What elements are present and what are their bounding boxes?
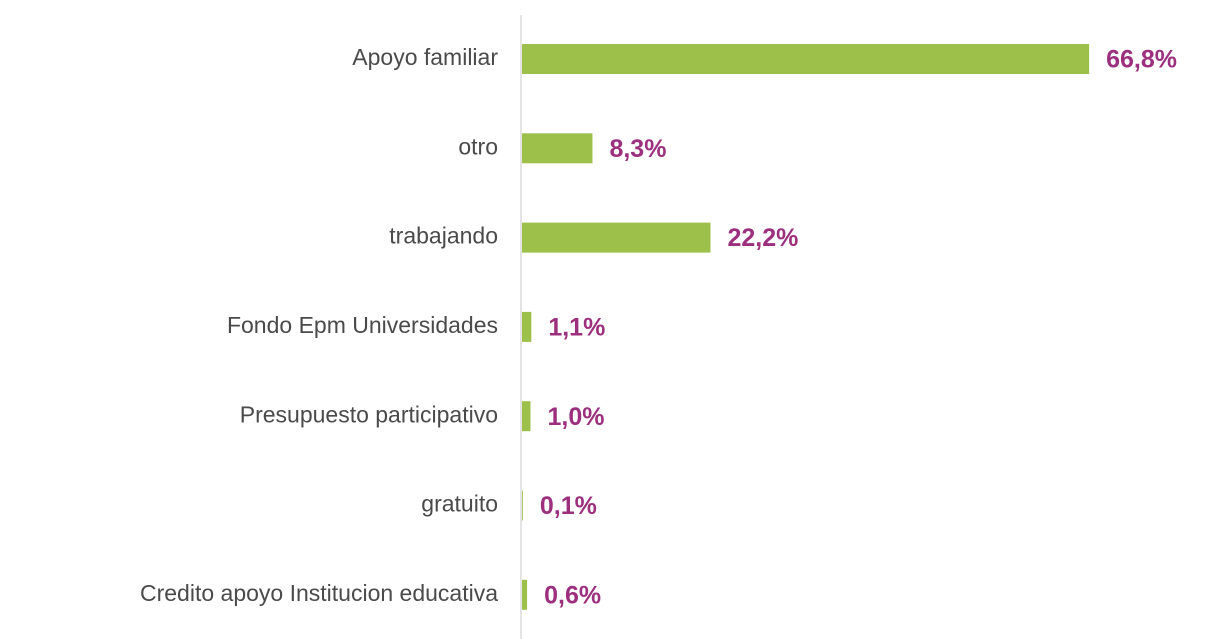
bar [522,222,711,253]
bar [522,44,1090,74]
value-label: 0,6% [544,581,601,609]
value-label: 1,1% [548,314,605,342]
category-label: Apoyo familiar [352,44,498,70]
value-label: 66,8% [1106,46,1177,74]
category-label: otro [458,133,498,159]
bar [522,133,593,164]
value-label: 1,0% [547,403,604,431]
value-label: 22,2% [727,224,798,252]
value-label: 8,3% [609,135,666,163]
category-label: Presupuesto participativo [240,401,498,427]
value-label: 0,1% [540,492,597,520]
category-label: Fondo Epm Universidades [227,312,498,338]
category-label: Credito apoyo Institucion educativa [140,580,498,606]
bar [522,311,532,342]
category-label: trabajando [389,223,498,249]
bar [522,401,531,432]
category-label: gratuito [421,491,498,517]
bar [522,579,528,610]
bar [522,490,523,521]
